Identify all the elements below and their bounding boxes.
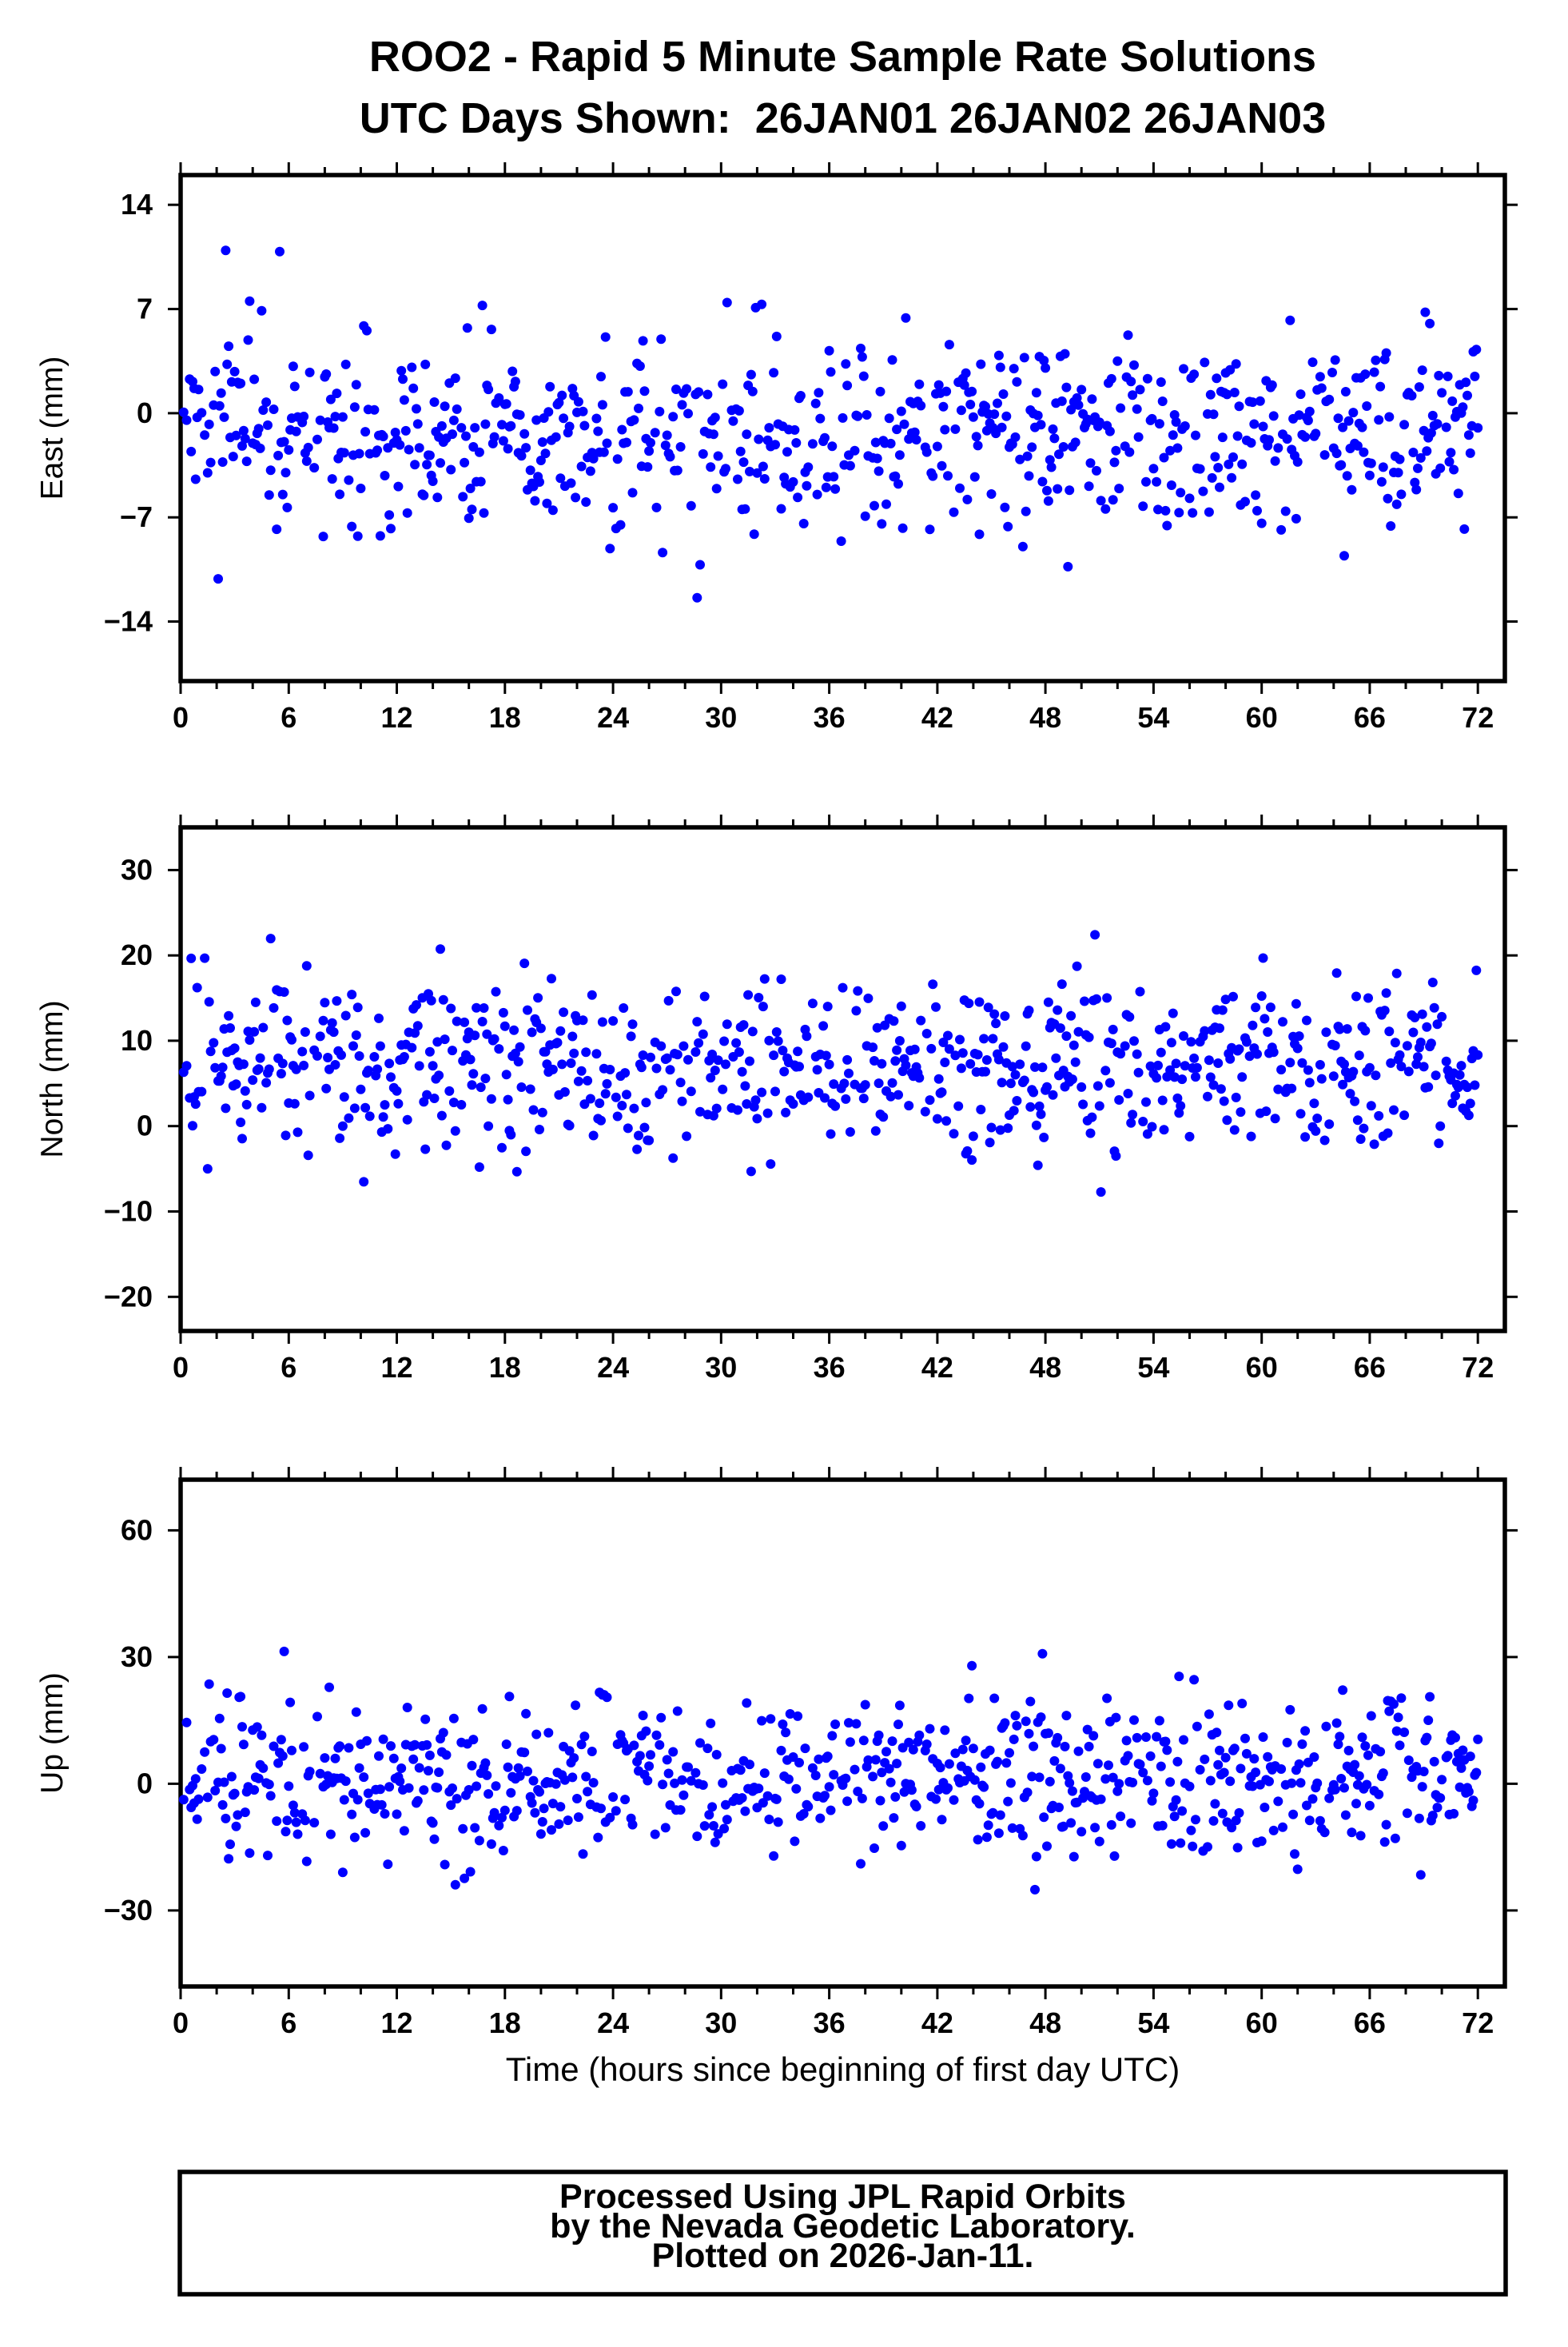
svg-text:54: 54: [1137, 2006, 1169, 2039]
svg-text:North (mm): North (mm): [35, 1000, 70, 1158]
svg-text:30: 30: [705, 701, 737, 734]
svg-text:72: 72: [1462, 701, 1494, 734]
svg-text:30: 30: [705, 2006, 737, 2039]
svg-text:66: 66: [1354, 701, 1386, 734]
svg-text:48: 48: [1029, 701, 1061, 734]
svg-text:−10: −10: [104, 1195, 153, 1228]
svg-text:7: 7: [137, 293, 153, 325]
svg-text:10: 10: [121, 1024, 153, 1057]
svg-text:6: 6: [281, 1351, 296, 1384]
svg-text:72: 72: [1462, 1351, 1494, 1384]
svg-text:12: 12: [380, 1351, 412, 1384]
svg-text:0: 0: [137, 396, 153, 429]
svg-text:18: 18: [489, 701, 521, 734]
svg-text:24: 24: [597, 1351, 629, 1384]
svg-text:60: 60: [121, 1513, 153, 1546]
svg-text:−7: −7: [120, 500, 153, 533]
svg-text:60: 60: [1246, 2006, 1278, 2039]
svg-text:−14: −14: [104, 605, 153, 638]
svg-text:66: 66: [1354, 1351, 1386, 1384]
svg-text:54: 54: [1137, 701, 1169, 734]
svg-text:0: 0: [137, 1110, 153, 1142]
svg-text:0: 0: [137, 1767, 153, 1799]
svg-text:0: 0: [173, 2006, 189, 2039]
svg-text:12: 12: [380, 701, 412, 734]
svg-text:36: 36: [814, 2006, 846, 2039]
svg-text:24: 24: [597, 701, 629, 734]
svg-text:24: 24: [597, 2006, 629, 2039]
svg-text:30: 30: [705, 1351, 737, 1384]
svg-text:48: 48: [1029, 1351, 1061, 1384]
svg-text:42: 42: [921, 1351, 953, 1384]
svg-text:42: 42: [921, 2006, 953, 2039]
svg-text:18: 18: [489, 1351, 521, 1384]
svg-text:−30: −30: [104, 1894, 153, 1927]
svg-text:12: 12: [380, 2006, 412, 2039]
svg-text:20: 20: [121, 938, 153, 971]
svg-text:6: 6: [281, 701, 296, 734]
svg-text:−20: −20: [104, 1280, 153, 1313]
svg-text:0: 0: [173, 1351, 189, 1384]
svg-text:66: 66: [1354, 2006, 1386, 2039]
svg-text:UTC Days Shown: 26JAN01 26JAN: UTC Days Shown: 26JAN01 26JAN02 26JAN03: [360, 94, 1327, 142]
svg-text:36: 36: [814, 1351, 846, 1384]
svg-text:54: 54: [1137, 1351, 1169, 1384]
svg-text:36: 36: [814, 701, 846, 734]
svg-text:0: 0: [173, 701, 189, 734]
svg-text:60: 60: [1246, 1351, 1278, 1384]
svg-text:ROO2 - Rapid 5 Minute Sample R: ROO2 - Rapid 5 Minute Sample Rate Soluti…: [369, 33, 1316, 81]
svg-text:30: 30: [121, 1640, 153, 1673]
svg-text:18: 18: [489, 2006, 521, 2039]
svg-text:42: 42: [921, 701, 953, 734]
svg-text:48: 48: [1029, 2006, 1061, 2039]
svg-text:Plotted on 2026-Jan-11.: Plotted on 2026-Jan-11.: [652, 2237, 1034, 2275]
svg-text:72: 72: [1462, 2006, 1494, 2039]
svg-text:Time (hours since beginning of: Time (hours since beginning of first day…: [506, 2050, 1180, 2088]
svg-text:Up (mm): Up (mm): [35, 1672, 70, 1794]
svg-text:60: 60: [1246, 701, 1278, 734]
svg-text:14: 14: [121, 188, 153, 221]
svg-text:East (mm): East (mm): [35, 357, 70, 500]
svg-text:30: 30: [121, 853, 153, 886]
svg-text:6: 6: [281, 2006, 296, 2039]
